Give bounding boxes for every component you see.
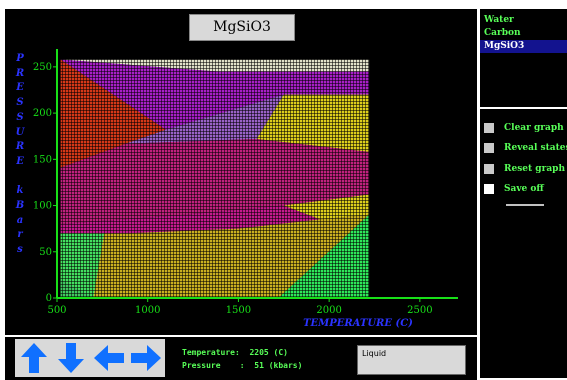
axes: 500 1000 1500 2000 2500 0 50 100 150 200 250 TEMPER… [33,49,458,329]
up-arrow-icon[interactable] [17,341,51,375]
right-arrow-icon[interactable] [129,341,163,375]
reset-graph-option[interactable]: Reset graph [484,162,567,176]
option-label: Reset graph [504,164,565,174]
phase-diagram-chart[interactable]: 500 1000 1500 2000 2500 0 50 100 150 200 250 TEMPER… [0,0,477,335]
y-tick-label: 150 [33,154,52,165]
solver-item-carbon[interactable]: Carbon [484,28,521,38]
phase-label: Liquid [362,349,387,358]
x-tick-label: 1500 [226,305,251,316]
pressure-label: Pressure [182,361,221,370]
save-off-option[interactable]: Save off [484,182,567,196]
pressure-unit: (kbars) [268,361,303,370]
clear-graph-option[interactable]: Clear graph [484,121,567,135]
temperature-label: Temperature [182,348,235,357]
option-label: Save off [504,184,544,194]
temperature-unit: (C) [273,348,288,357]
x-tick-label: 500 [47,305,66,316]
solver-item-water[interactable]: Water [484,15,514,25]
readout: Temperature: 2205 (C) Pressure : 51 (kba… [182,348,303,370]
divider [480,107,567,109]
checkbox[interactable] [484,123,494,133]
checkbox[interactable] [484,164,494,174]
y-axis-label: P R E S S U R E k B a r s [15,53,25,256]
x-tick-label: 2000 [316,305,341,316]
solver-item-mgsio3[interactable]: MgSiO3 [480,40,567,53]
reveal-states-option[interactable]: Reveal states [484,141,567,155]
chart-title: MgSiO3 [189,14,295,41]
solver-list[interactable]: Water Carbon MgSiO3 [480,14,567,53]
option-label: Clear graph [504,123,564,133]
x-axis-label: TEMPERATURE (C) [303,318,413,329]
x-tick-label: 2500 [407,305,432,316]
phase-display: Liquid [357,345,466,375]
temperature-value: 2205 [249,348,269,357]
y-tick-label: 50 [39,247,52,258]
down-arrow-icon[interactable] [54,341,88,375]
grid-overlay [60,59,370,299]
y-tick-label: 100 [33,201,52,212]
slider-bar[interactable] [506,204,544,206]
option-label: Reveal states [504,143,567,153]
y-tick-label: 0 [46,293,52,304]
checkbox[interactable] [484,143,494,153]
pressure-value: 51 [254,361,264,370]
x-tick-label: 1000 [135,305,160,316]
y-tick-label: 250 [33,62,52,73]
checkbox[interactable] [484,184,494,194]
left-arrow-icon[interactable] [92,341,126,375]
arrow-controls [15,339,165,377]
y-tick-label: 200 [33,108,52,119]
